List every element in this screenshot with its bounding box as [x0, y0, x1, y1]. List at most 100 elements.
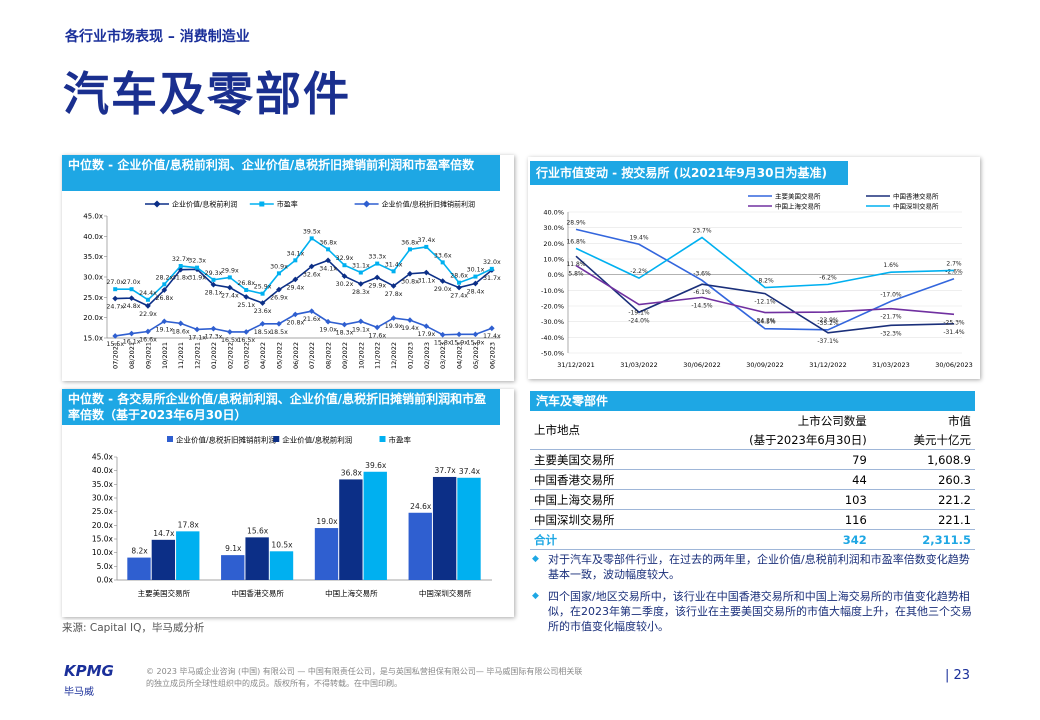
legend-swatch	[273, 436, 280, 442]
cell: 221.2	[870, 489, 975, 510]
marker	[472, 331, 479, 338]
marker	[440, 260, 445, 265]
data-label: -6.1%	[693, 289, 711, 296]
data-label: 14.7x	[153, 529, 175, 538]
marker	[341, 321, 348, 328]
marker	[457, 280, 462, 285]
marker	[145, 328, 151, 335]
legend-label: 企业价值/息税前利润	[282, 435, 352, 445]
marker	[391, 269, 396, 274]
marker	[128, 330, 135, 337]
y-tick-label: 25.0x	[92, 507, 114, 516]
legend-marker	[153, 200, 161, 208]
cell: 44	[670, 469, 871, 490]
data-label: 19.4%	[629, 234, 648, 241]
data-label: 30.9x	[270, 263, 288, 270]
bar	[221, 555, 245, 580]
data-label: 29.9x	[221, 267, 239, 274]
legend-label: 企业价值/息税前利润	[172, 200, 237, 209]
bar	[363, 471, 387, 580]
data-label: 36.8x	[319, 239, 337, 246]
data-label: 19.1x	[352, 326, 370, 333]
y-tick-label: -40.0%	[541, 334, 564, 342]
data-label: 18.3x	[336, 330, 354, 337]
data-label: 26.9x	[270, 295, 288, 302]
y-tick-label: 10.0%	[543, 256, 564, 264]
header-cell: 市值	[948, 413, 971, 428]
marker	[456, 284, 462, 291]
data-label: 18.5x	[254, 329, 272, 336]
row: 中国上海交易所 103 221.2	[530, 489, 975, 510]
cell: 中国深圳交易所	[530, 509, 671, 530]
marker	[194, 326, 200, 333]
cell: 中国上海交易所	[530, 489, 671, 510]
data-label: 21.6x	[303, 316, 321, 323]
header-cell: 美元十亿元	[870, 430, 975, 450]
page-title: 汽车及零部件	[63, 67, 351, 121]
total-cell: 合计	[530, 529, 671, 550]
marker	[259, 320, 266, 327]
legend-marker	[259, 201, 265, 207]
marker	[325, 318, 331, 325]
chart-title: 行业市值变动 - 按交易所 (以2021年9月30日为基准)	[530, 161, 848, 185]
marker	[195, 265, 200, 270]
data-label: 5.8%	[568, 271, 584, 278]
logo: KPMG	[64, 662, 114, 680]
marker	[145, 303, 151, 309]
header-cell: 上市公司数量	[797, 413, 867, 428]
marker	[226, 284, 233, 291]
y-tick-label: 20.0x	[83, 314, 103, 322]
bar	[151, 539, 176, 580]
cell: 221.1	[870, 509, 975, 530]
data-label: 31.9x	[188, 274, 206, 281]
y-tick-label: 45.0x	[92, 453, 114, 462]
data-label: 32.9x	[336, 255, 354, 262]
data-label: 17.4x	[483, 333, 501, 340]
y-tick-label: 35.0x	[92, 480, 114, 489]
marker	[162, 282, 167, 287]
data-label: 17.1x	[188, 334, 206, 341]
data-label: 24.7x	[106, 304, 124, 311]
data-label: 31.1x	[352, 263, 370, 270]
chart-title: 中位数 - 各交易所企业价值/息税前利润、企业价值/息税折旧摊销前利润和市盈率倍…	[62, 389, 500, 425]
x-tick-label: 01/2023	[406, 342, 414, 369]
marker	[177, 320, 184, 327]
marker	[226, 329, 233, 335]
data-label: 24.8x	[123, 303, 141, 310]
marker	[472, 280, 479, 287]
data-label: -6.2%	[819, 274, 837, 281]
marker	[357, 318, 364, 325]
x-tick-label: 中国香港交易所	[231, 588, 284, 598]
data-label: 34.1x	[319, 265, 337, 272]
x-tick-label: 05/2022	[275, 342, 283, 369]
y-tick-label: 0.0x	[97, 576, 114, 585]
data-label: 32.6x	[303, 271, 321, 278]
x-tick-label: 31/03/2023	[872, 361, 909, 369]
data-label: 17.8x	[178, 520, 200, 529]
data-label: 34.1x	[286, 250, 304, 257]
line	[115, 237, 493, 301]
marker	[292, 276, 299, 283]
data-label: 8.2x	[131, 547, 148, 556]
data-label: 20.8x	[286, 319, 304, 326]
data-label: 16.8%	[566, 238, 585, 245]
cell: 主要美国交易所	[530, 449, 671, 470]
marker	[112, 333, 119, 339]
y-tick-label: 45.0x	[83, 213, 103, 221]
marker	[293, 258, 298, 263]
x-tick-label: 04/2023	[456, 342, 464, 369]
data-label: -25.3%	[943, 319, 965, 326]
bullets: 对于汽车及零部件行业，在过去的两年里，企业价值/息税前利润和市盈率倍数变化趋势基…	[532, 552, 977, 641]
data-label: -8.2%	[756, 278, 774, 285]
data-label: -3.6%	[693, 270, 711, 277]
y-tick-label: -50.0%	[541, 350, 564, 358]
data-label: -24.0%	[628, 317, 650, 324]
x-tick-label: 02/2023	[423, 342, 431, 369]
cell: 79	[670, 449, 871, 470]
data-label: 29.4x	[286, 284, 304, 291]
data-label: 31.4x	[385, 261, 403, 268]
section-title: 各行业市场表现 – 消费制造业	[65, 29, 250, 45]
bullet: 四个国家/地区交易所中，该行业在中国香港交易所和中国上海交易所的市值变化趋势相似…	[532, 589, 977, 634]
line	[575, 255, 955, 334]
marker	[439, 331, 446, 338]
